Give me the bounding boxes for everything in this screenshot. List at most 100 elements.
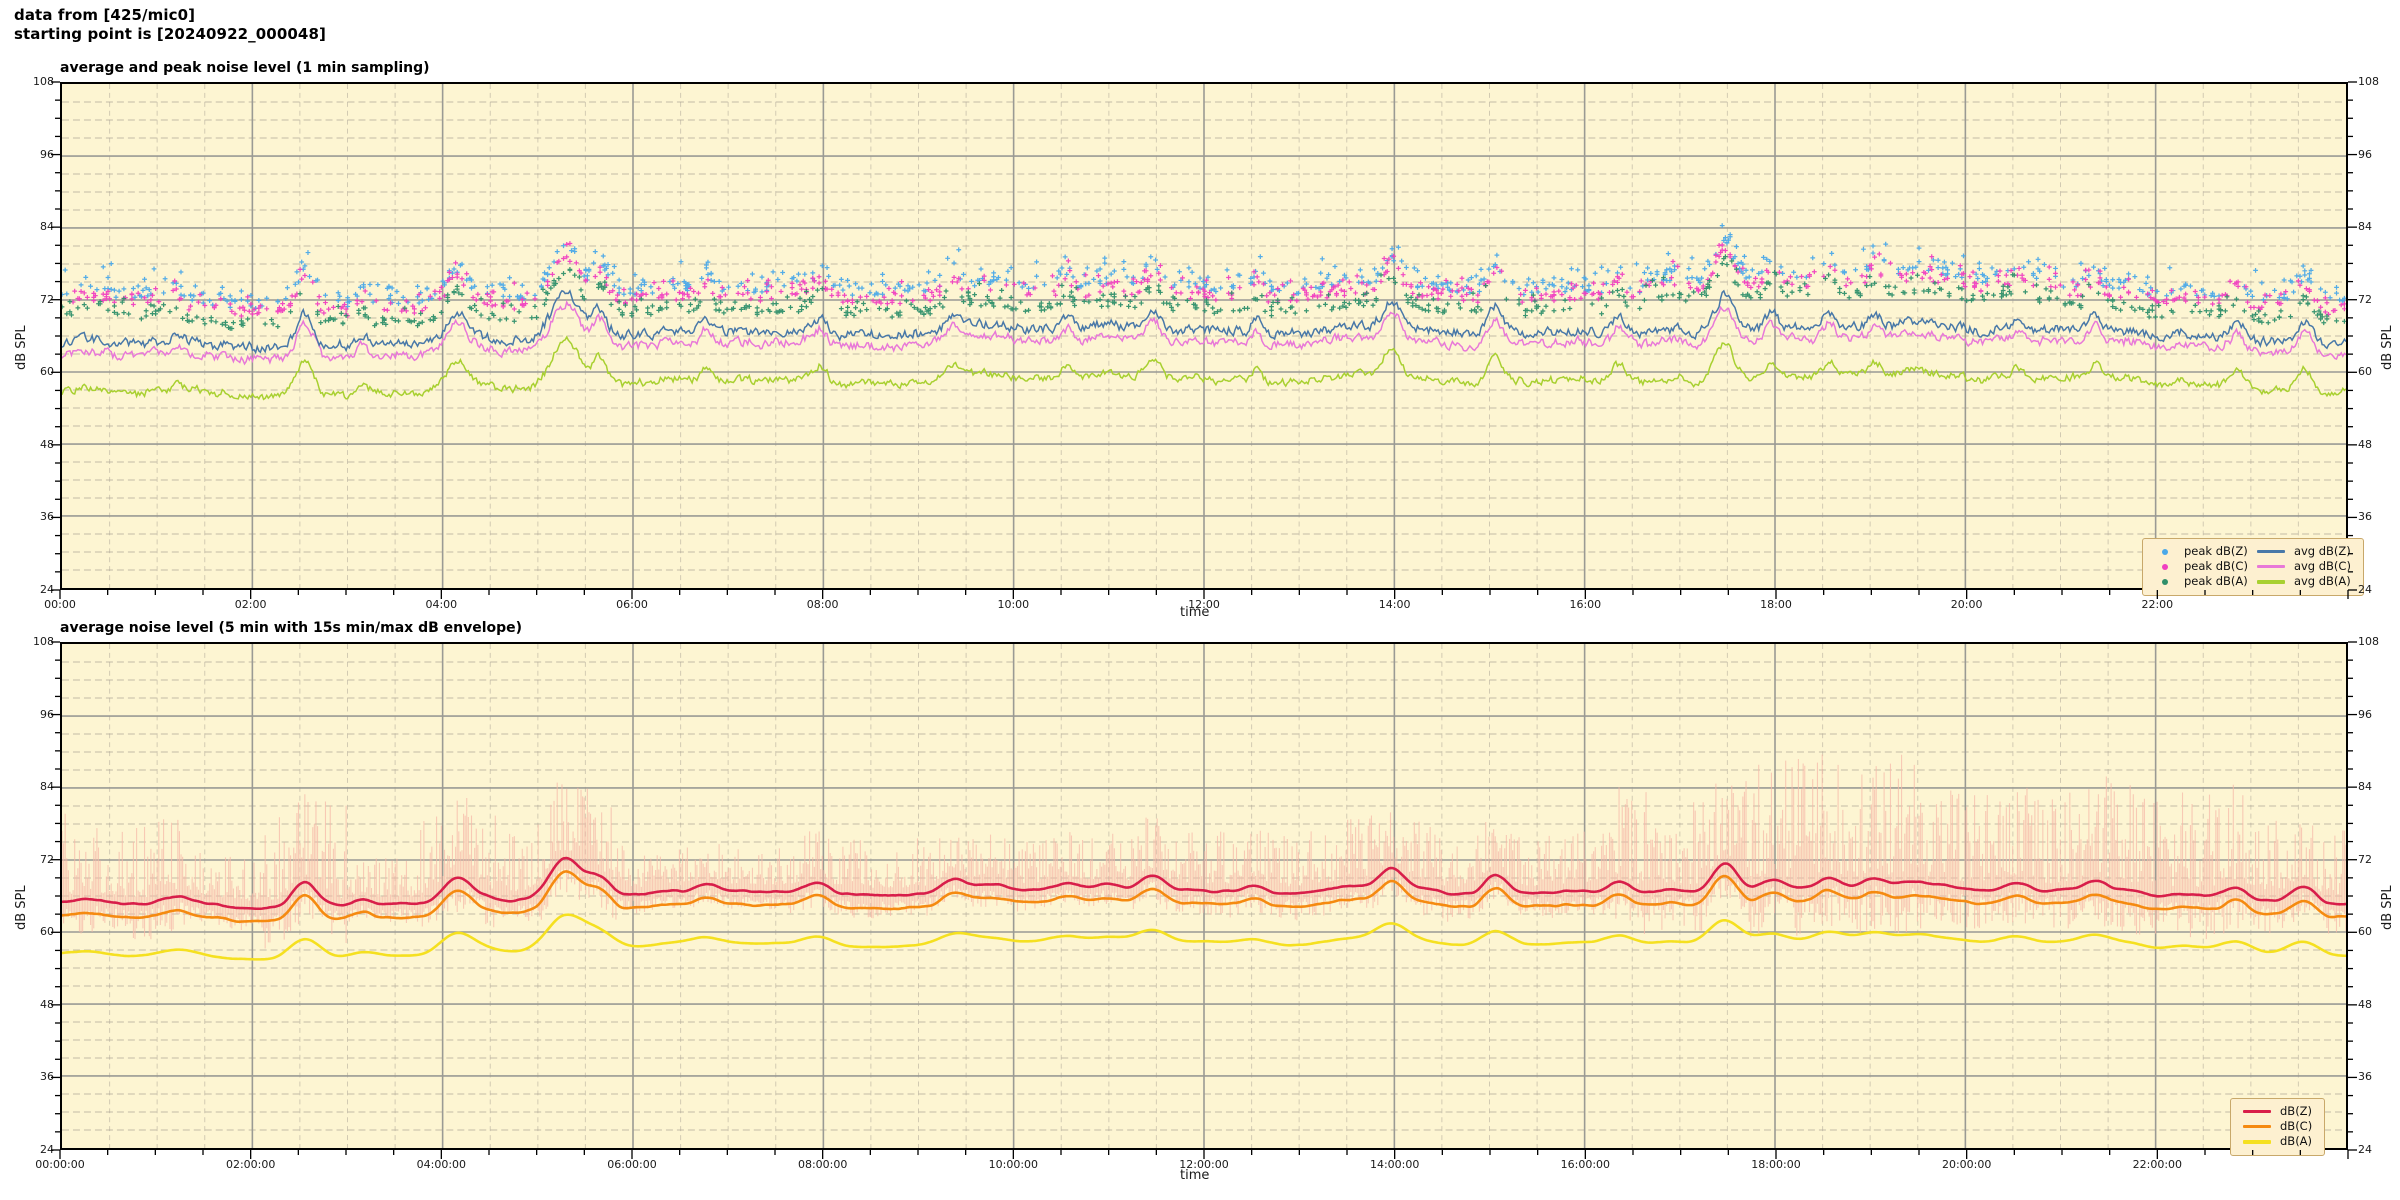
x-tick-label-0-1: 02:00 [234, 598, 267, 611]
y-tick-label-right-1-72: 72 [2358, 852, 2372, 866]
y-tick-label-right-0-108: 108 [2358, 75, 2379, 88]
y-tick-label-left-1-96: 96 [40, 707, 54, 721]
legend-row: peak dB(Z) avg dB(Z) [2150, 544, 2355, 559]
legend-marker-line-icon [2238, 1104, 2278, 1119]
legend-label: avg dB(Z) [2293, 544, 2351, 558]
y-tick-label-left-0-108: 108 [33, 75, 54, 88]
y-tick-label-left-1-72: 72 [40, 852, 54, 866]
y-axis-title-right-envelope: dB SPL [2380, 885, 2395, 930]
legend-row: dB(Z) [2238, 1104, 2316, 1119]
y-tick-label-left-0-96: 96 [40, 147, 54, 161]
x-tick-label-1-9: 18:00:00 [1751, 1158, 1801, 1171]
y-tick-label-right-1-24: 24 [2358, 1143, 2372, 1156]
x-tick-label-0-8: 16:00 [1569, 598, 1602, 611]
x-tick-label-0-0: 00:00 [44, 598, 76, 611]
x-tick-label-1-2: 04:00:00 [416, 1158, 467, 1171]
legend-label: peak dB(A) [2184, 574, 2248, 589]
legend-label: avg dB(C) [2293, 559, 2351, 574]
y-tick-label-left-1-60: 60 [40, 925, 54, 939]
y-axis-title-envelope: dB SPL [14, 885, 29, 930]
report-header: data from [425/mic0] starting point is [… [14, 6, 326, 44]
y-tick-label-right-1-84: 84 [2358, 780, 2372, 794]
x-tick-label-1-1: 02:00:00 [225, 1158, 276, 1171]
y-tick-label-left-0-36: 36 [40, 510, 54, 524]
x-tick-label-1-4: 08:00:00 [797, 1158, 848, 1171]
legend-label: peak dB(Z) [2184, 544, 2248, 558]
chart-title-peak: average and peak noise level (1 min samp… [60, 60, 430, 76]
chart-title-envelope: average noise level (5 min with 15s min/… [60, 620, 523, 636]
y-tick-label-right-0-72: 72 [2358, 292, 2372, 306]
starting-point-line: starting point is [20240922_000048] [14, 25, 326, 44]
x-tick-label-1-6: 12:00:00 [1179, 1158, 1229, 1171]
legend-label: dB(C) [2280, 1119, 2313, 1134]
y-axis-title-right-peak: dB SPL [2380, 325, 2395, 370]
x-tick-label-1-3: 06:00:00 [607, 1158, 657, 1171]
y-tick-label-left-1-108: 108 [33, 635, 54, 648]
x-tick-label-1-0: 00:00:00 [35, 1158, 85, 1171]
legend-row: dB(C) [2238, 1119, 2316, 1134]
legend-label: dB(Z) [2280, 1104, 2313, 1118]
series-peak [62, 223, 2346, 401]
x-tick-label-0-2: 04:00 [425, 598, 458, 611]
y-tick-label-right-0-84: 84 [2358, 220, 2372, 234]
legend-label: avg dB(A) [2293, 574, 2351, 589]
plot-area-peak [60, 82, 2348, 590]
x-tick-label-1-8: 16:00:00 [1560, 1158, 1611, 1171]
series-envelope [62, 754, 2346, 961]
y-tick-label-left-1-36: 36 [40, 1070, 54, 1084]
legend-marker-dot-icon [2150, 574, 2182, 589]
y-tick-label-right-1-60: 60 [2358, 925, 2372, 939]
x-tick-label-0-3: 06:00 [616, 598, 648, 611]
x-tick-label-0-6: 12:00 [1188, 598, 1220, 611]
legend-row: dB(A) [2238, 1134, 2316, 1149]
legend-marker-line-icon [2252, 574, 2292, 589]
x-tick-label-0-9: 18:00 [1760, 598, 1792, 611]
legend-label: dB(A) [2280, 1134, 2313, 1149]
y-tick-label-right-0-48: 48 [2358, 437, 2372, 451]
y-tick-label-left-0-48: 48 [40, 437, 54, 451]
x-tick-label-1-11: 22:00:00 [2132, 1158, 2183, 1171]
y-tick-label-left-0-72: 72 [40, 292, 54, 306]
legend-marker-dot-icon [2150, 544, 2182, 559]
x-tick-label-0-10: 20:00 [1950, 598, 1983, 611]
y-tick-label-right-1-36: 36 [2358, 1070, 2372, 1084]
legend-table-peak: peak dB(Z) avg dB(Z) peak dB(C) avg dB(C) pe… [2150, 544, 2355, 590]
legend-marker-line-icon [2252, 544, 2292, 559]
legend-marker-line-icon [2238, 1134, 2278, 1149]
legend-label: peak dB(C) [2184, 559, 2248, 574]
legend-peak[interactable]: peak dB(Z) avg dB(Z) peak dB(C) avg dB(C) pe… [2142, 538, 2364, 596]
x-tick-label-0-11: 22:00 [2141, 598, 2174, 611]
x-tick-label-0-4: 08:00 [806, 598, 839, 611]
y-tick-label-right-0-60: 60 [2358, 365, 2372, 379]
y-tick-label-left-1-24: 24 [40, 1143, 54, 1156]
legend-marker-dot-icon [2150, 559, 2182, 574]
x-tick-label-1-5: 10:00:00 [988, 1158, 1039, 1171]
y-tick-label-right-0-36: 36 [2358, 510, 2372, 524]
y-tick-label-left-1-48: 48 [40, 997, 54, 1011]
x-axis-title-peak: time [1180, 605, 1210, 620]
y-axis-title-peak: dB SPL [14, 325, 29, 370]
y-tick-label-right-1-96: 96 [2358, 707, 2372, 721]
y-tick-label-left-1-84: 84 [40, 780, 54, 794]
y-tick-label-right-1-48: 48 [2358, 997, 2372, 1011]
legend-marker-line-icon [2238, 1119, 2278, 1134]
data-source-line: data from [425/mic0] [14, 6, 196, 24]
legend-envelope[interactable]: dB(Z) dB(C) dB(A) [2230, 1098, 2326, 1156]
legend-marker-line-icon [2252, 559, 2292, 574]
x-tick-label-1-7: 14:00:00 [1369, 1158, 1420, 1171]
x-tick-label-0-7: 14:00 [1378, 598, 1411, 611]
plot-area-envelope [60, 642, 2348, 1150]
y-tick-label-left-0-24: 24 [40, 583, 54, 596]
y-tick-label-left-0-60: 60 [40, 365, 54, 379]
y-tick-label-right-1-108: 108 [2358, 635, 2379, 648]
y-tick-label-right-0-24: 24 [2358, 583, 2372, 596]
x-tick-label-0-5: 10:00 [997, 598, 1030, 611]
y-tick-label-left-0-84: 84 [40, 220, 54, 234]
y-tick-label-right-0-96: 96 [2358, 147, 2372, 161]
legend-table-envelope: dB(Z) dB(C) dB(A) [2238, 1104, 2316, 1150]
x-tick-label-1-10: 20:00:00 [1941, 1158, 1992, 1171]
x-axis-title-envelope: time [1180, 1168, 1210, 1183]
legend-row: peak dB(C) avg dB(C) [2150, 559, 2355, 574]
legend-row: peak dB(A) avg dB(A) [2150, 574, 2355, 589]
